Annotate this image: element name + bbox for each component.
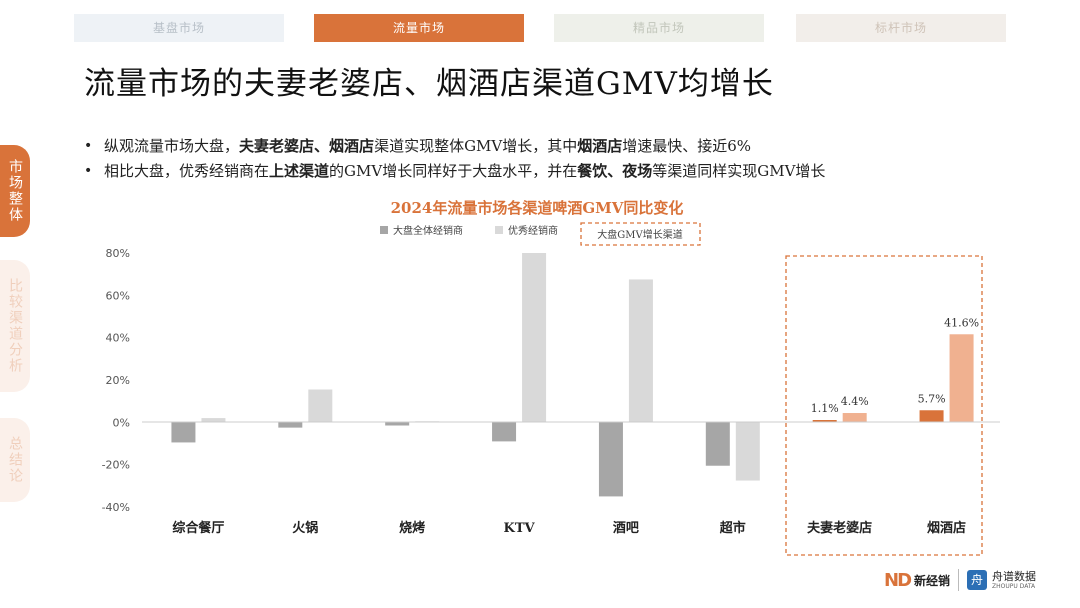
zhoupu-logo-sub: ZHOUPU DATA [992, 582, 1036, 590]
legend-label-top: 优秀经销商 [508, 224, 558, 237]
bar-market [385, 422, 410, 426]
bullet-dot-icon: • [84, 138, 93, 154]
chart-title: 2024年流量市场各渠道啤酒GMV同比变化 [391, 199, 684, 217]
bar-market [171, 422, 196, 443]
bar-top [842, 413, 867, 423]
legend-highlight-box [580, 222, 701, 246]
bullet-text: 相比大盘，优秀经销商在上述渠道的GMV增长同样好于大盘水平，并在餐饮、夜场等渠道… [104, 162, 826, 180]
y-tick-label: 60% [106, 289, 130, 302]
tab-benchmark-market[interactable]: 标杆市场 [796, 14, 1006, 42]
data-label: 4.4% [841, 395, 869, 408]
legend-swatch-top [495, 226, 503, 234]
y-tick-label: -20% [102, 459, 130, 472]
xinjingxiao-logo-text: 新经销 [914, 573, 951, 588]
legend-highlight-label: 大盘GMV增长渠道 [597, 228, 682, 241]
data-labels: 1.1%4.4% 5.7% 41.6% [811, 316, 979, 415]
x-category-label: 夫妻老婆店 [807, 520, 872, 536]
x-axis-labels: 综合餐厅 火锅 烧烤 KTV 酒吧 超市 夫妻老婆店 烟酒店 [172, 520, 966, 536]
legend-label-market: 大盘全体经销商 [393, 224, 463, 237]
bullet-item: • 相比大盘，优秀经销商在上述渠道的GMV增长同样好于大盘水平，并在餐饮、夜场等… [84, 159, 1024, 184]
bar-top [308, 389, 333, 423]
bar-top [735, 422, 760, 481]
bar-market [705, 422, 730, 466]
top-nav: 基盘市场 流量市场 精品市场 标杆市场 [74, 14, 1006, 42]
footer-logos: ND 新经销 舟 舟谱数据 ZHOUPU DATA [884, 566, 1036, 594]
zhoupu-logo-name: 舟谱数据 [992, 569, 1037, 583]
y-tick-label: 40% [106, 332, 130, 345]
y-tick-label: 20% [106, 374, 130, 387]
bar-market [598, 422, 623, 497]
bar-top [201, 418, 226, 423]
data-label: 41.6% [944, 316, 979, 329]
bullet-text: 纵观流量市场大盘，夫妻老婆店、烟酒店渠道实现整体GMV增长，其中烟酒店增速最快、… [104, 137, 752, 155]
zhoupu-logo-icon: 舟 [967, 570, 988, 590]
x-category-label: 烧烤 [399, 520, 425, 536]
data-label: 1.1% [811, 402, 839, 415]
side-tab-channel-compare[interactable]: 比较渠道分析 [0, 260, 30, 392]
x-category-label: 烟酒店 [927, 520, 966, 536]
tab-premium-market[interactable]: 精品市场 [554, 14, 764, 42]
data-label: 5.7% [918, 392, 946, 405]
x-category-label: KTV [504, 521, 536, 536]
legend-swatch-market [380, 226, 388, 234]
y-tick-label: -40% [102, 501, 130, 514]
bar-top [628, 279, 653, 423]
y-tick-label: 0% [113, 416, 130, 429]
highlight-channel-box [785, 255, 983, 556]
bar-market [919, 410, 944, 423]
bar-market [492, 422, 517, 442]
bar-top [522, 253, 547, 423]
y-axis: 80% 60% 40% 20% 0% -20% -40% [102, 247, 130, 514]
x-category-label: 酒吧 [613, 521, 639, 536]
tab-base-market[interactable]: 基盘市场 [74, 14, 284, 42]
xinjingxiao-logo: ND 新经销 [884, 570, 950, 591]
x-category-label: 火锅 [292, 520, 318, 536]
bullet-dot-icon: • [84, 163, 93, 179]
page-title: 流量市场的夫妻老婆店、烟酒店渠道GMV均增长 [84, 66, 774, 102]
bar-top [949, 334, 974, 423]
footer-divider [958, 569, 960, 591]
y-tick-label: 80% [106, 247, 130, 260]
bar-market [278, 422, 303, 428]
bar-group [171, 253, 974, 497]
side-tab-summary[interactable]: 总结论 [0, 418, 30, 502]
nd-logo-icon: ND [884, 569, 912, 591]
tab-traffic-market[interactable]: 流量市场 [314, 14, 524, 42]
x-category-label: 超市 [720, 520, 746, 536]
side-tab-market-overall[interactable]: 市场整体 [0, 145, 30, 237]
x-category-label: 综合餐厅 [172, 520, 224, 536]
bullet-list: • 纵观流量市场大盘，夫妻老婆店、烟酒店渠道实现整体GMV增长，其中烟酒店增速最… [84, 134, 1024, 184]
zhoupu-logo: 舟 舟谱数据 ZHOUPU DATA [967, 570, 1036, 591]
chart-legend: 大盘全体经销商 优秀经销商 大盘GMV增长渠道 [380, 222, 701, 246]
bar-market [812, 420, 837, 423]
bullet-item: • 纵观流量市场大盘，夫妻老婆店、烟酒店渠道实现整体GMV增长，其中烟酒店增速最… [84, 134, 1024, 159]
